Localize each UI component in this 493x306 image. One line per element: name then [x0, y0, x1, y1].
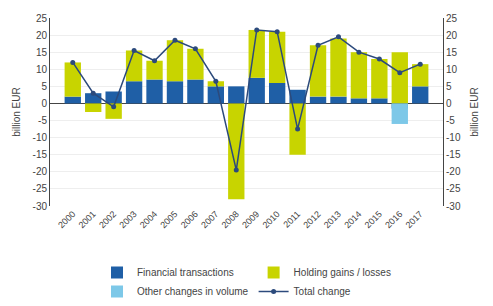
svg-text:2000: 2000: [56, 209, 77, 230]
svg-text:2016: 2016: [383, 209, 404, 230]
svg-text:Other changes in volume: Other changes in volume: [137, 286, 249, 297]
svg-text:-30: -30: [446, 201, 461, 212]
svg-text:2017: 2017: [404, 209, 425, 230]
svg-text:0: 0: [446, 98, 452, 109]
svg-text:-25: -25: [446, 183, 461, 194]
svg-text:2009: 2009: [240, 209, 261, 230]
svg-text:-5: -5: [38, 115, 47, 126]
svg-text:-15: -15: [33, 149, 48, 160]
svg-text:-5: -5: [446, 115, 455, 126]
svg-text:15: 15: [446, 47, 458, 58]
svg-text:-20: -20: [446, 166, 461, 177]
svg-text:2013: 2013: [322, 209, 343, 230]
svg-text:5: 5: [446, 81, 452, 92]
svg-text:2002: 2002: [97, 209, 118, 230]
svg-text:0: 0: [41, 98, 47, 109]
svg-text:-10: -10: [446, 132, 461, 143]
svg-text:5: 5: [41, 81, 47, 92]
svg-text:-15: -15: [446, 149, 461, 160]
svg-text:billion EUR: billion EUR: [469, 87, 480, 136]
svg-text:2004: 2004: [138, 209, 159, 230]
svg-text:10: 10: [36, 64, 48, 75]
svg-text:Holding gains / losses: Holding gains / losses: [294, 267, 391, 278]
svg-text:-20: -20: [33, 166, 48, 177]
svg-text:Financial transactions: Financial transactions: [137, 267, 234, 278]
svg-text:2008: 2008: [220, 209, 241, 230]
svg-text:Total change: Total change: [294, 286, 351, 297]
svg-text:20: 20: [36, 30, 48, 41]
svg-text:-30: -30: [33, 201, 48, 212]
svg-text:2014: 2014: [342, 209, 363, 230]
svg-text:2015: 2015: [363, 209, 384, 230]
svg-text:2006: 2006: [179, 209, 200, 230]
svg-text:2001: 2001: [77, 209, 98, 230]
svg-text:20: 20: [446, 30, 458, 41]
svg-text:2010: 2010: [261, 209, 282, 230]
svg-text:-10: -10: [33, 132, 48, 143]
svg-text:15: 15: [36, 47, 48, 58]
svg-text:2011: 2011: [281, 209, 302, 230]
svg-text:2007: 2007: [199, 209, 220, 230]
svg-text:25: 25: [36, 13, 48, 24]
svg-text:2012: 2012: [301, 209, 322, 230]
svg-text:10: 10: [446, 64, 458, 75]
svg-text:billion EUR: billion EUR: [11, 87, 22, 136]
svg-text:-25: -25: [33, 183, 48, 194]
svg-text:2003: 2003: [117, 209, 138, 230]
svg-text:25: 25: [446, 13, 458, 24]
svg-text:2005: 2005: [158, 209, 179, 230]
